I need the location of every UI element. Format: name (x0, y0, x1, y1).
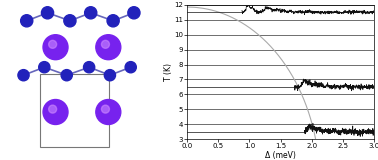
Circle shape (85, 7, 97, 19)
Circle shape (43, 100, 68, 124)
Circle shape (101, 40, 110, 48)
Circle shape (39, 62, 50, 73)
Circle shape (64, 15, 76, 27)
Circle shape (43, 35, 68, 60)
Circle shape (84, 62, 95, 73)
Circle shape (42, 7, 54, 19)
Circle shape (49, 40, 57, 48)
Circle shape (61, 70, 72, 81)
Circle shape (96, 35, 121, 60)
Circle shape (21, 15, 33, 27)
Circle shape (125, 62, 136, 73)
Circle shape (96, 100, 121, 124)
Circle shape (18, 70, 29, 81)
Y-axis label: T (K): T (K) (164, 63, 172, 81)
Bar (40, 74, 109, 147)
X-axis label: Δ (meV): Δ (meV) (265, 151, 296, 160)
Circle shape (128, 7, 140, 19)
Circle shape (107, 15, 119, 27)
Circle shape (104, 70, 116, 81)
Circle shape (49, 105, 57, 113)
Circle shape (101, 105, 110, 113)
